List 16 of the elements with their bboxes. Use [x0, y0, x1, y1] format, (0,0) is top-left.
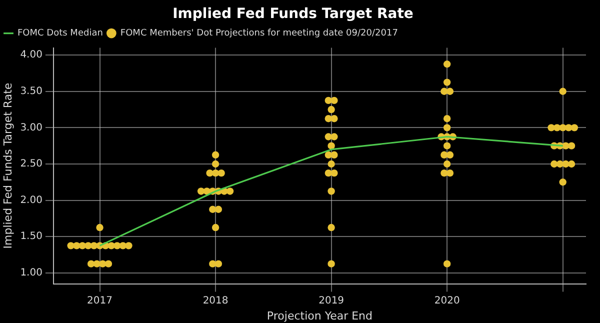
- y-tick-label: 3.00: [20, 122, 42, 134]
- x-axis-title: Projection Year End: [266, 309, 373, 322]
- x-tick-label: 2020: [434, 295, 460, 306]
- y-axis-title: Implied Fed Funds Target Rate: [1, 82, 14, 249]
- x-tick-label: 2019: [318, 295, 344, 306]
- legend-label: FOMC Dots Median: [18, 28, 103, 39]
- legend-label: FOMC Members' Dot Projections for meeting date 09/20/2017: [120, 28, 398, 39]
- x-tick-label: 2018: [202, 295, 228, 306]
- y-tick-label: 2.50: [20, 158, 42, 170]
- chart-title: Implied Fed Funds Target Rate: [172, 6, 414, 22]
- y-tick-label: 4.00: [20, 50, 42, 61]
- y-tick-label: 1.00: [20, 268, 42, 278]
- y-tick-label: 2.00: [20, 194, 42, 206]
- y-tick-label: 1.50: [20, 231, 42, 242]
- x-tick-label: 2017: [87, 295, 112, 306]
- y-tick-label: 3.50: [20, 86, 42, 97]
